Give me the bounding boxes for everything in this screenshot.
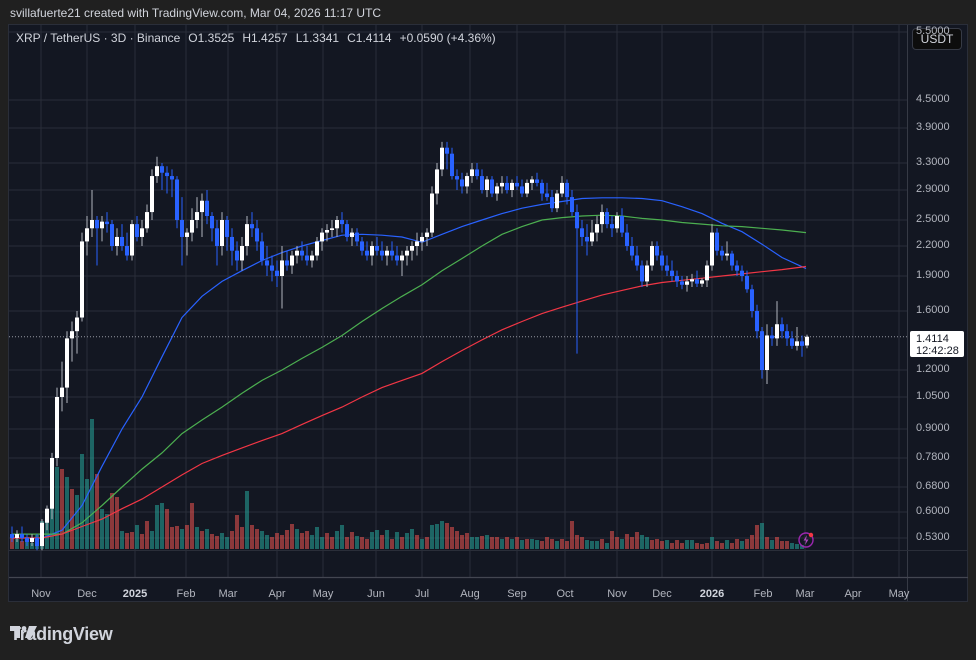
bar-countdown: 12:42:28 (916, 345, 959, 357)
tradingview-logo[interactable]: TradingView (10, 624, 113, 645)
price-tick-label: 2.5000 (916, 213, 950, 225)
price-tick-label: 2.9000 (916, 183, 950, 195)
price-tick-label: 1.2000 (916, 363, 950, 375)
ohlc-open: O1.3525 (188, 31, 235, 45)
time-tick-label: Aug (460, 588, 480, 600)
last-price-tag: 1.4114 12:42:28 (910, 331, 964, 357)
time-tick-label: May (888, 588, 910, 600)
time-tick-label: Jul (414, 588, 430, 600)
price-tick-label: 0.7800 (916, 451, 950, 463)
time-tick-label: Feb (176, 588, 196, 600)
price-tick-label: 4.5000 (916, 93, 950, 105)
ohlc-low: L1.3341 (295, 31, 340, 45)
time-tick-label: Mar (795, 588, 815, 600)
price-tick-label: 2.2000 (916, 239, 950, 251)
time-tick-label: Dec (77, 588, 97, 600)
time-tick-label: Oct (556, 588, 574, 600)
chart-panel[interactable] (8, 24, 968, 602)
currency-button[interactable]: USDT (912, 28, 962, 50)
price-tick-label: 0.6800 (916, 480, 950, 492)
time-tick-label: Apr (268, 588, 286, 600)
time-tick-label: Nov (607, 588, 627, 600)
price-tick-label: 1.9000 (916, 269, 950, 281)
time-tick-label: Jun (367, 588, 385, 600)
ohlc-close: C1.4114 (347, 31, 392, 45)
price-tick-label: 1.0500 (916, 390, 950, 402)
price-tick-label: 0.5300 (916, 531, 950, 543)
price-tick-label: 1.6000 (916, 304, 950, 316)
tradingview-logo-icon (10, 626, 37, 638)
time-tick-label: May (312, 588, 334, 600)
price-tick-label: 5.5000 (916, 25, 950, 37)
time-tick-label: 2025 (122, 588, 148, 600)
price-tick-label: 0.9000 (916, 422, 950, 434)
time-tick-label: 2026 (699, 588, 725, 600)
price-tick-label: 0.6000 (916, 505, 950, 517)
time-tick-label: Nov (31, 588, 51, 600)
symbol-legend: XRP / TetherUS · 3D · Binance O1.3525 H1.4… (16, 31, 504, 45)
symbol-title[interactable]: XRP / TetherUS · 3D · Binance (16, 31, 181, 45)
lightning-alert-icon[interactable] (797, 531, 815, 549)
brand-name: TradingView (10, 624, 113, 644)
time-tick-label: Mar (218, 588, 238, 600)
chart-credit: svillafuerte21 created with TradingView.… (10, 6, 382, 20)
time-tick-label: Dec (652, 588, 672, 600)
ohlc-high: H1.4257 (242, 31, 288, 45)
time-tick-label: Sep (507, 588, 527, 600)
last-price-value: 1.4114 (916, 333, 949, 345)
price-tick-label: 3.3000 (916, 156, 950, 168)
ohlc-change: +0.0590 (+4.36%) (399, 31, 496, 45)
time-tick-label: Apr (844, 588, 862, 600)
price-tick-label: 3.9000 (916, 121, 950, 133)
time-tick-label: Feb (753, 588, 773, 600)
